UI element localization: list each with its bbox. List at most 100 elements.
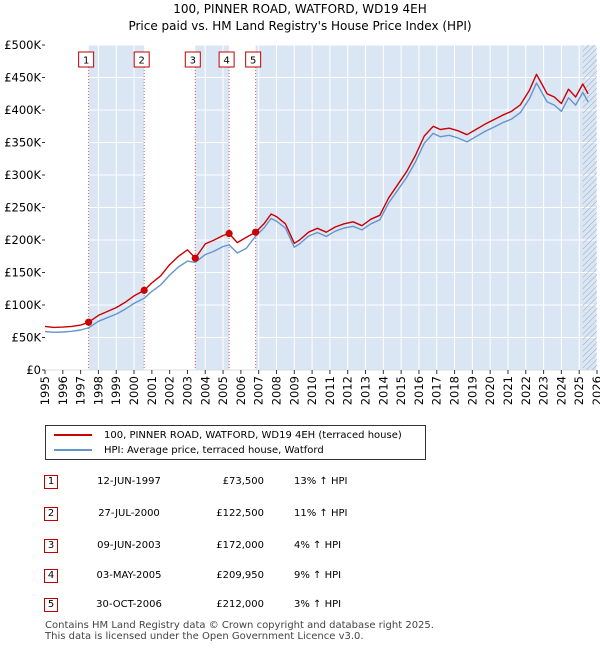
sale-points — [85, 228, 260, 326]
x-tick-label: 2022 — [519, 376, 533, 405]
x-tick-label: 2014 — [376, 376, 390, 405]
sale-price: £172,000 — [216, 540, 264, 551]
x-tick-label: 2006 — [234, 376, 248, 405]
y-tick-label: £50K — [12, 331, 42, 345]
sale-point — [140, 286, 148, 294]
x-tick-label: 2007 — [252, 376, 266, 405]
y-tick-label: £0 — [26, 363, 41, 377]
x-tick-label: 2001 — [145, 376, 159, 405]
y-tick-label: £450K — [4, 71, 41, 85]
hpi-line-swatch — [54, 449, 92, 451]
sale-number-badge: 1 — [44, 475, 58, 489]
sale-marker-label: 1 — [78, 51, 95, 68]
sale-point — [252, 228, 260, 236]
sale-number-badge: 5 — [44, 598, 58, 612]
chart-title-address: 100, PINNER ROAD, WATFORD, WD19 4EH — [173, 2, 427, 16]
y-tick-label: £150K — [4, 266, 41, 280]
x-tick-label: 2017 — [430, 376, 444, 405]
sale-marker-lines — [88, 52, 257, 370]
x-tick-label: 1998 — [91, 376, 105, 405]
sale-marker-box — [218, 51, 235, 68]
x-tick-label: 2000 — [127, 376, 141, 405]
x-tick-label: 2024 — [554, 376, 568, 405]
sale-number-badge: 4 — [44, 569, 58, 583]
x-tick-label: 2025 — [572, 376, 586, 405]
x-tick-label: 1995 — [38, 376, 52, 405]
y-tick-label: £200K — [4, 233, 41, 247]
sale-marker-label: 5 — [245, 51, 262, 68]
x-tick-label: 2021 — [501, 376, 515, 405]
table-row: 5 30-OCT-2006 £212,000 3% ↑ HPI — [44, 597, 564, 615]
legend-item-price: 100, PINNER ROAD, WATFORD, WD19 4EH (ter… — [54, 429, 402, 443]
sale-point — [85, 318, 93, 326]
sale-marker-label: 3 — [184, 51, 201, 68]
sale-marker-labels: 1 2 3 4 5 — [78, 51, 262, 68]
y-axis-ticks: £0 £50K £100K £150K £200K £250K £300K £350K £400… — [4, 38, 45, 377]
y-tick-label: £100K — [4, 298, 41, 312]
sale-marker-box — [184, 51, 201, 68]
legend: 100, PINNER ROAD, WATFORD, WD19 4EH (ter… — [45, 425, 426, 460]
legend-hpi-label: HPI: Average price, terraced house, Watf… — [104, 445, 324, 456]
sale-price: £209,950 — [216, 570, 264, 581]
hatched-future-region — [582, 45, 597, 370]
sale-marker-number: 4 — [223, 56, 229, 67]
x-tick-label: 2008 — [269, 376, 283, 405]
sale-marker-number: 5 — [250, 56, 256, 67]
sale-point — [191, 254, 199, 262]
sale-hpi-change: 11% ↑ HPI — [294, 508, 348, 519]
x-axis-ticks: 1995 1996 1997 1998 1999 2000 2001 2002 2003 2004… — [38, 370, 600, 405]
sale-date: 09-JUN-2003 — [97, 540, 161, 551]
x-tick-label: 2003 — [180, 376, 194, 405]
price-line-swatch — [54, 434, 92, 436]
sale-marker-label: 4 — [218, 51, 235, 68]
sale-date: 03-MAY-2005 — [96, 570, 162, 581]
gridlines — [44, 44, 598, 371]
sale-hpi-change: 3% ↑ HPI — [294, 599, 342, 610]
x-tick-label: 1997 — [74, 376, 88, 405]
sale-price: £73,500 — [222, 476, 264, 487]
y-tick-label: £500K — [4, 38, 41, 52]
sale-hpi-change: 4% ↑ HPI — [294, 540, 342, 551]
price-chart: 1 2 3 4 5 £0 £50K £100K £150K £200K £250K £300K £35… — [4, 38, 600, 405]
x-tick-label: 2002 — [163, 376, 177, 405]
sale-hpi-change: 13% ↑ HPI — [294, 476, 348, 487]
sale-marker-number: 3 — [190, 56, 196, 67]
sale-marker-label: 2 — [133, 51, 150, 68]
sale-marker-box — [133, 51, 150, 68]
legend-item-hpi: HPI: Average price, terraced house, Watf… — [54, 444, 324, 458]
x-tick-label: 1999 — [109, 376, 123, 405]
legend-price-label: 100, PINNER ROAD, WATFORD, WD19 4EH (ter… — [104, 430, 402, 441]
sale-date: 27-JUL-2000 — [98, 508, 160, 519]
table-row: 3 09-JUN-2003 £172,000 4% ↑ HPI — [44, 538, 564, 556]
x-tick-label: 2019 — [465, 376, 479, 405]
x-tick-label: 2023 — [537, 376, 551, 405]
chart-subtitle: Price paid vs. HM Land Registry's House … — [128, 19, 472, 33]
sale-date: 30-OCT-2006 — [96, 599, 162, 610]
x-tick-label: 2016 — [412, 376, 426, 405]
y-tick-label: £300K — [4, 168, 41, 182]
x-tick-label: 2012 — [341, 376, 355, 405]
sale-price: £122,500 — [216, 508, 264, 519]
x-tick-label: 2005 — [216, 376, 230, 405]
footer-copyright: Contains HM Land Registry data © Crown c… — [45, 620, 434, 631]
table-row: 2 27-JUL-2000 £122,500 11% ↑ HPI — [44, 506, 564, 524]
y-tick-label: £350K — [4, 136, 41, 150]
chart-title-block: 100, PINNER ROAD, WATFORD, WD19 4EH Pric… — [0, 1, 600, 35]
sale-marker-number: 2 — [138, 56, 144, 67]
table-row: 1 12-JUN-1997 £73,500 13% ↑ HPI — [44, 474, 564, 492]
sale-price: £212,000 — [216, 599, 264, 610]
y-tick-label: £400K — [4, 103, 41, 117]
sale-point — [225, 229, 233, 238]
x-tick-label: 2026 — [590, 376, 600, 405]
sale-marker-box — [78, 51, 95, 68]
x-tick-label: 2009 — [287, 376, 301, 405]
footer-attribution: Contains HM Land Registry data © Crown c… — [45, 620, 434, 642]
sale-number-badge: 2 — [44, 507, 58, 521]
x-tick-label: 2015 — [394, 376, 408, 405]
sale-marker-number: 1 — [83, 56, 89, 67]
x-tick-label: 2011 — [323, 376, 337, 405]
x-tick-label: 2004 — [198, 376, 212, 405]
x-tick-label: 2020 — [483, 376, 497, 405]
y-tick-label: £250K — [4, 201, 41, 215]
x-tick-label: 2010 — [305, 376, 319, 405]
